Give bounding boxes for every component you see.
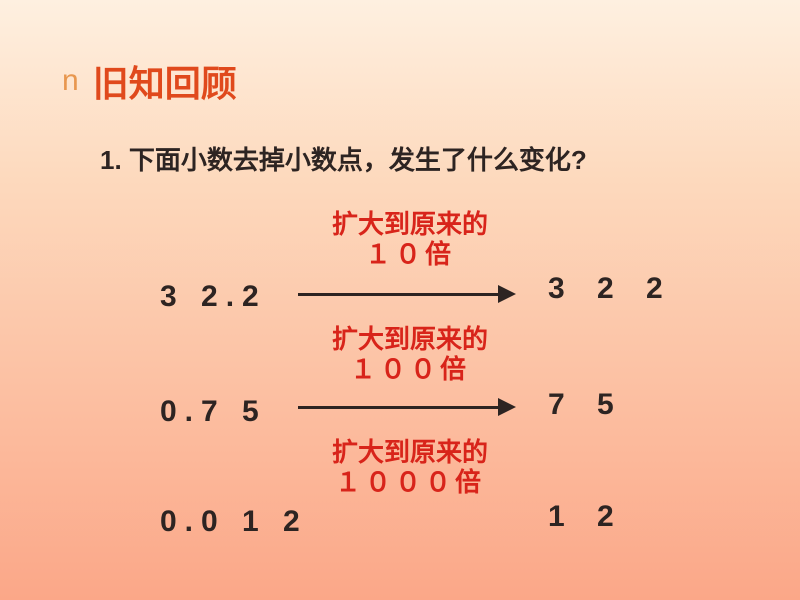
row-2-arrow xyxy=(298,398,516,416)
row-2-rhs: 7 5 xyxy=(548,388,626,422)
row-1-lhs: 3 2.2 xyxy=(160,280,267,314)
row-1-annotation-line2: １０倍 xyxy=(365,239,455,269)
row-2-annotation-line1: 扩大到原来的 xyxy=(332,324,488,354)
row-2-annotation: 扩大到原来的 １００倍 xyxy=(290,325,530,385)
row-1-annotation: 扩大到原来的 １０倍 xyxy=(290,210,530,270)
row-3-annotation: 扩大到原来的 １０００倍 xyxy=(290,438,530,498)
row-1-arrow xyxy=(298,285,516,303)
row-3-rhs: 1 2 xyxy=(548,500,626,534)
row-3-annotation-line1: 扩大到原来的 xyxy=(332,437,488,467)
title-marker: n xyxy=(62,64,79,98)
row-2-annotation-line2: １００倍 xyxy=(350,354,470,384)
arrow-line xyxy=(298,406,498,409)
row-2-lhs: 0.7 5 xyxy=(160,395,267,429)
title-text: 旧知回顾 xyxy=(93,55,237,107)
row-1-annotation-line1: 扩大到原来的 xyxy=(332,209,488,239)
row-3-annotation-line2: １０００倍 xyxy=(335,467,485,497)
arrow-head-icon xyxy=(498,398,516,416)
arrow-line xyxy=(298,293,498,296)
arrow-head-icon xyxy=(498,285,516,303)
question-text: 1. 下面小数去掉小数点，发生了什么变化? xyxy=(100,140,587,177)
row-3-lhs: 0.0 1 2 xyxy=(160,505,308,539)
slide-title: n 旧知回顾 xyxy=(62,55,237,107)
row-1-rhs: 3 2 2 xyxy=(548,272,675,306)
